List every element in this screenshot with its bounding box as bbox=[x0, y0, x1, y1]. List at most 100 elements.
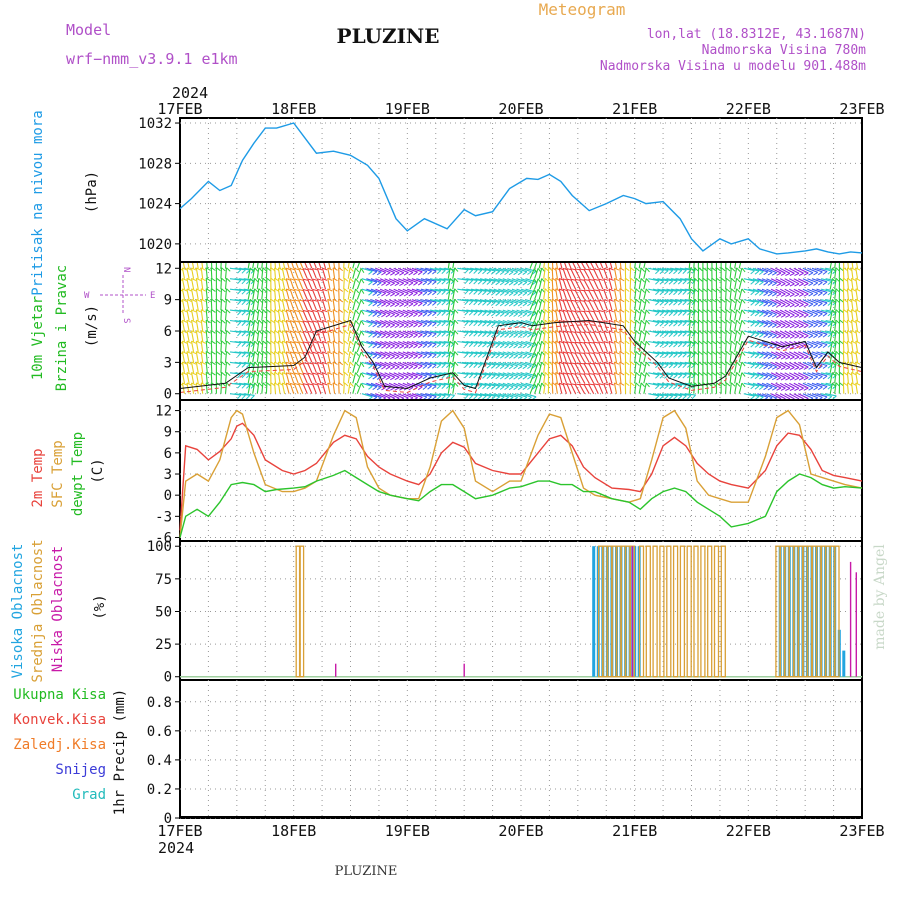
mid-cloud-bar bbox=[652, 545, 658, 678]
wind-barb bbox=[688, 351, 691, 363]
wind-barb bbox=[652, 351, 664, 355]
wind-barb-flag bbox=[702, 298, 708, 303]
mid-cloud-bar bbox=[713, 545, 720, 678]
x-tick-label-bottom: 19FEB bbox=[385, 822, 430, 840]
wind-barb-flag bbox=[490, 270, 496, 275]
wind-barb-flag bbox=[813, 345, 818, 349]
wind-barb bbox=[603, 299, 608, 311]
low-cloud-bar bbox=[463, 663, 465, 677]
wind-barb-flag bbox=[417, 313, 423, 317]
wind-barb-flag bbox=[221, 361, 226, 366]
wind-barb bbox=[578, 300, 586, 311]
wind-barb-flag bbox=[789, 387, 795, 391]
wind-barb-flag bbox=[785, 356, 791, 360]
wind-barb bbox=[666, 361, 678, 366]
wind-barb bbox=[316, 341, 322, 353]
wind-barb-flag bbox=[226, 340, 231, 345]
wind-barb bbox=[661, 278, 673, 282]
wind-barb bbox=[302, 310, 308, 321]
wind-barb bbox=[307, 320, 313, 332]
wind-barb bbox=[652, 288, 664, 292]
wind-barb-flag bbox=[343, 330, 349, 335]
wind-barb bbox=[775, 372, 786, 379]
wind-barb-flag bbox=[827, 333, 833, 338]
wind-barb bbox=[302, 289, 308, 300]
wind-barb-flag bbox=[486, 374, 492, 379]
wind-barb bbox=[608, 288, 613, 300]
wind-barb bbox=[558, 341, 563, 353]
wind-barb bbox=[652, 330, 664, 334]
wind-barb bbox=[265, 340, 268, 352]
wind-barb-flag bbox=[254, 309, 259, 314]
wind-barb-flag bbox=[381, 313, 386, 318]
wind-barb-flag bbox=[839, 340, 844, 345]
wind-barb-flag bbox=[427, 281, 432, 286]
wind-barb-flag bbox=[730, 351, 736, 356]
wind-barb bbox=[811, 278, 823, 283]
y-tick-label: 9 bbox=[164, 293, 172, 309]
wind-barb bbox=[529, 310, 535, 321]
model-altitude-label: Nadmorska Visina u modelu 901.488m bbox=[600, 59, 866, 74]
wind-barb bbox=[807, 299, 818, 305]
wind-barb bbox=[210, 299, 213, 311]
wind-barb bbox=[574, 279, 581, 290]
wind-barb bbox=[379, 267, 391, 274]
wind-barb bbox=[210, 372, 213, 384]
wind-barb bbox=[256, 372, 260, 384]
wind-barb-flag bbox=[645, 330, 650, 335]
wind-barb bbox=[576, 262, 581, 269]
wind-barb-flag bbox=[355, 299, 360, 304]
wind-barb-flag bbox=[659, 395, 664, 400]
wind-barb-flag bbox=[716, 350, 721, 355]
wind-barb-flag bbox=[741, 278, 746, 283]
wind-barb-flag bbox=[750, 374, 755, 379]
wind-barb-flag bbox=[517, 386, 523, 391]
wind-barb-flag bbox=[282, 258, 287, 260]
wind-barb bbox=[657, 267, 669, 272]
wind-barb-flag bbox=[593, 268, 599, 271]
wind-barb bbox=[793, 361, 804, 368]
wind-barb-flag bbox=[659, 385, 664, 390]
wind-barb-flag bbox=[499, 386, 505, 390]
wind-barb-flag bbox=[266, 382, 272, 387]
wind-barb bbox=[566, 383, 572, 394]
wind-barb-flag bbox=[603, 288, 609, 292]
wind-barb-flag bbox=[593, 372, 599, 375]
wind-barb-flag bbox=[413, 376, 418, 380]
wind-barb bbox=[578, 310, 586, 321]
wind-barb bbox=[186, 351, 190, 363]
wind-barb bbox=[855, 340, 859, 352]
wind-barb-flag bbox=[659, 374, 664, 379]
wind-barb-flag bbox=[504, 271, 509, 276]
wind-barb bbox=[820, 361, 832, 366]
x-tick-label-top: 20FEB bbox=[498, 100, 543, 118]
wind-barb bbox=[327, 330, 331, 342]
wind-barb-flag bbox=[645, 382, 650, 388]
wind-barb bbox=[752, 319, 764, 325]
legend-snow: Snijeg bbox=[55, 762, 106, 778]
wind-barb bbox=[748, 309, 760, 314]
wind-barb bbox=[425, 393, 437, 397]
wind-barb bbox=[562, 362, 568, 373]
wind-barb bbox=[186, 320, 190, 332]
wind-barb-flag bbox=[508, 344, 514, 349]
wind-barb bbox=[846, 382, 849, 394]
wind-barb bbox=[648, 330, 660, 334]
wind-barb-flag bbox=[603, 382, 609, 386]
wind-barb-flag bbox=[780, 335, 786, 339]
wind-barb bbox=[734, 288, 738, 300]
mid-cloud-bar bbox=[298, 545, 305, 678]
wind-barb-flag bbox=[522, 292, 528, 296]
y-tick-label: 6 bbox=[164, 324, 172, 340]
wind-barb bbox=[634, 278, 637, 290]
wind-barb-flag bbox=[266, 277, 272, 282]
wind-barb bbox=[470, 372, 482, 376]
wind-barb-flag bbox=[785, 283, 791, 287]
wind-barb bbox=[224, 330, 228, 342]
wind-barb-flag bbox=[322, 309, 328, 313]
wind-barb-flag bbox=[343, 267, 349, 272]
wind-barb bbox=[811, 330, 823, 336]
wind-barb bbox=[638, 372, 642, 384]
wind-barb bbox=[688, 361, 691, 373]
